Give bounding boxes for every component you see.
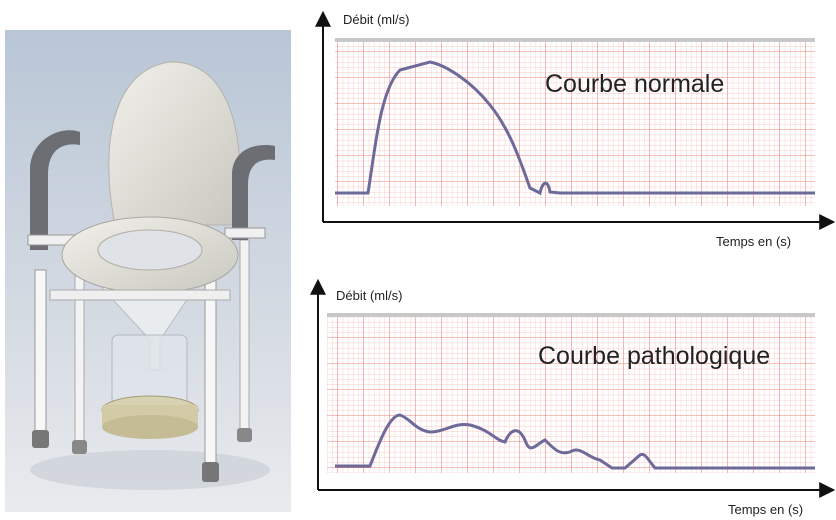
top-graph: Débit (ml/s) Courbe normale Temps en (s) [323, 12, 832, 249]
curve-title: Courbe normale [545, 70, 724, 98]
y-axis-label: Débit (ml/s) [336, 288, 402, 303]
x-axis-label: Temps en (s) [728, 502, 803, 517]
y-axis-label: Débit (ml/s) [343, 12, 409, 27]
photo [5, 30, 291, 512]
x-axis-label: Temps en (s) [716, 234, 791, 249]
bottom-graph: Débit (ml/s) Courbe pathologique Temps e… [318, 282, 832, 517]
figure: Débit (ml/s) Courbe normale Temps en (s)… [0, 0, 836, 520]
curve-title: Courbe pathologique [538, 342, 770, 370]
grid-paper [335, 38, 815, 206]
grid-paper [327, 313, 815, 473]
